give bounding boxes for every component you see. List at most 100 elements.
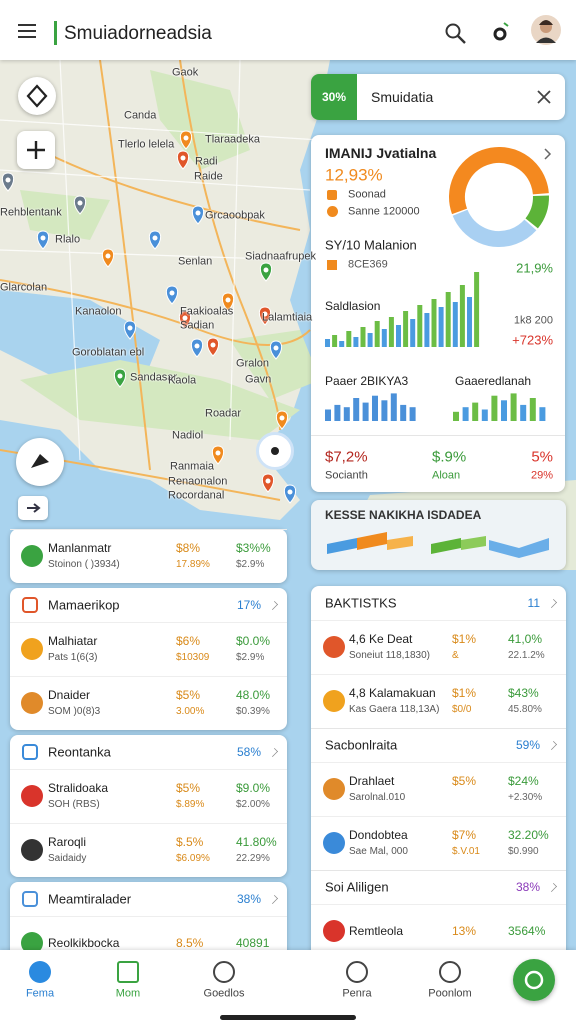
row-value-b-sub: 22.1.2% (508, 650, 545, 661)
nav-item[interactable]: Penra (327, 955, 387, 1005)
row-value-b: $0.0% (236, 634, 271, 648)
nav-item[interactable]: Poonlom (420, 955, 480, 1005)
row-title: Reolkikbocka (48, 936, 120, 950)
nav-icon (29, 961, 51, 983)
map-label: Nadiol (172, 429, 204, 442)
kpi-value: 21,9% (516, 260, 553, 276)
row-title: Remtleola (349, 924, 404, 938)
row-divider (311, 620, 566, 621)
row-value-b-sub: $2.9% (236, 652, 265, 663)
map-pin-dot (127, 325, 133, 331)
group-icon (22, 891, 38, 907)
search-badge (311, 74, 357, 120)
row-subtitle: Stoinon ( )3934) (48, 559, 120, 570)
fab-button[interactable] (513, 959, 555, 1001)
row-divider (10, 676, 287, 677)
bar (453, 411, 459, 421)
map-pin-dot (77, 200, 83, 206)
banner-graphic (327, 532, 549, 558)
bar (362, 402, 369, 421)
bar (400, 404, 407, 421)
group-value: 11 (527, 596, 540, 610)
stat-value: $.9% (432, 448, 467, 466)
map-label: Raide (194, 170, 223, 183)
chart-change: +723% (512, 332, 553, 348)
kpi-sub: 8CE369 (348, 258, 388, 271)
menu-button[interactable] (18, 24, 38, 40)
map-label: Senlan (178, 255, 213, 268)
badge-text: 30% (321, 90, 347, 104)
bar (431, 299, 437, 347)
profile-switch[interactable] (490, 20, 512, 44)
bar (403, 311, 409, 347)
bar (491, 395, 498, 421)
row-value-b: $3%% (236, 541, 271, 555)
collapse-button[interactable] (18, 496, 48, 520)
row-value-b-sub: $2.00% (236, 799, 270, 810)
stat-label: Socianth (325, 469, 368, 482)
map-pin-dot (279, 415, 285, 421)
map-label: Gralon (236, 357, 270, 370)
bar (367, 333, 373, 347)
stat-value: 5% (531, 448, 553, 466)
row-value-b-sub: $0.990 (508, 846, 539, 857)
row-divider (10, 529, 287, 530)
bar (343, 407, 350, 421)
row-divider (10, 769, 287, 770)
nav-label: Goedlos (203, 987, 245, 1000)
bar (325, 409, 331, 421)
map-label: Roadar (205, 407, 242, 420)
row-divider (311, 904, 566, 905)
map-pin-dot (40, 235, 46, 241)
row-icon (21, 692, 43, 714)
bar (396, 325, 401, 347)
row-icon (21, 638, 43, 660)
row-icon (21, 545, 43, 567)
banner-title: KESSE NAKIKHA ISDADEA (325, 508, 482, 522)
search-button[interactable] (444, 22, 468, 46)
clear-button[interactable] (537, 90, 551, 104)
chart-note: 1k8 200 (513, 314, 553, 327)
search-card[interactable]: 30% Smuidatia (311, 74, 565, 120)
zoom-in-button[interactable] (17, 131, 55, 169)
map-pin-dot (182, 315, 188, 321)
map-label: Radi (195, 155, 218, 168)
bar (462, 407, 469, 421)
row-value-a: $1% (452, 632, 477, 646)
row-icon (21, 932, 43, 954)
bar (529, 398, 536, 421)
group-icon (22, 597, 38, 613)
map-label: Tlerlo lelela (118, 138, 175, 151)
row-title: Manlanmatr (48, 541, 112, 555)
nav-item[interactable]: Mom (98, 955, 158, 1005)
map-label: Tlaraadeka (205, 133, 261, 146)
row-value-b: 48.0% (236, 688, 271, 702)
map-pin-dot (210, 342, 216, 348)
group-value: 58% (236, 745, 261, 759)
row-value-a-sub: 17.89% (176, 559, 210, 570)
compass-button[interactable] (18, 77, 56, 115)
nav-item[interactable]: Fema (10, 955, 70, 1005)
map-label: Sandasar (130, 371, 178, 384)
nav-item[interactable]: Goedlos (194, 955, 254, 1005)
bar (388, 317, 394, 347)
bar (467, 297, 472, 347)
location-button[interactable] (16, 438, 64, 486)
group-value: 38% (515, 880, 540, 894)
avatar[interactable] (531, 15, 561, 45)
chart-label: Paaer 2BIKYA3 (325, 374, 409, 388)
row-subtitle: Kas Gaera 118,13A) (349, 704, 440, 715)
row-divider (311, 762, 566, 763)
row-icon (323, 832, 345, 854)
nav-icon (439, 961, 461, 983)
bar (325, 339, 330, 347)
group-value: 17% (236, 598, 261, 612)
row-value-a-sub: $10309 (176, 652, 210, 663)
map-pin-dot (183, 135, 189, 141)
row-title: Stralidoaka (48, 781, 109, 795)
nav-icon (117, 961, 139, 983)
park (20, 190, 110, 240)
bar (353, 398, 360, 421)
expand-button[interactable] (543, 147, 553, 160)
